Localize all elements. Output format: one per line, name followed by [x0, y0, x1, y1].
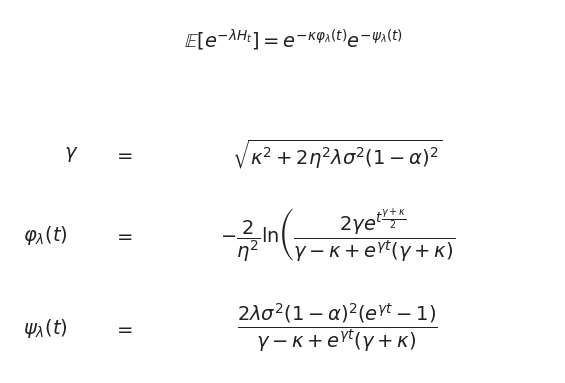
Text: $\sqrt{\kappa^2 + 2\eta^2\lambda\sigma^2(1-\alpha)^2}$: $\sqrt{\kappa^2 + 2\eta^2\lambda\sigma^2…	[232, 138, 443, 171]
Text: $-\dfrac{2}{\eta^2}\ln\!\left(\dfrac{2\gamma e^{t\frac{\gamma+\kappa}{2}}}{\gamm: $-\dfrac{2}{\eta^2}\ln\!\left(\dfrac{2\g…	[220, 206, 455, 265]
Text: $\mathbb{E}[e^{-\lambda H_t}] = e^{-\kappa\varphi_\lambda(t)}e^{-\psi_\lambda(t): $\mathbb{E}[e^{-\lambda H_t}] = e^{-\kap…	[184, 28, 403, 53]
Text: $\gamma$: $\gamma$	[64, 145, 79, 164]
Text: $=$: $=$	[112, 226, 133, 245]
Text: $\dfrac{2\lambda\sigma^2(1-\alpha)^2(e^{\gamma t}-1)}{\gamma - \kappa + e^{\gamm: $\dfrac{2\lambda\sigma^2(1-\alpha)^2(e^{…	[237, 302, 438, 354]
Text: $\varphi_\lambda(t)$: $\varphi_\lambda(t)$	[23, 224, 68, 247]
Text: $\psi_\lambda(t)$: $\psi_\lambda(t)$	[23, 317, 68, 340]
Text: $=$: $=$	[112, 319, 133, 337]
Text: $=$: $=$	[112, 145, 133, 164]
